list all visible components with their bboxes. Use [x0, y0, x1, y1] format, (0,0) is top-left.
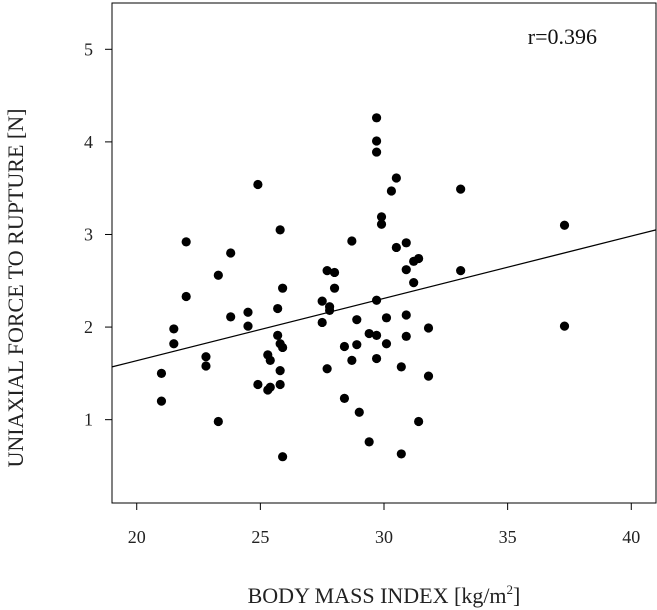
y-tick-label: 5 [84, 39, 93, 59]
data-point [396, 449, 406, 459]
data-point [409, 278, 419, 288]
data-point [386, 186, 397, 196]
data-point [391, 173, 401, 183]
data-point [275, 225, 285, 235]
data-point [243, 307, 253, 317]
axis-ticks: 20 25 30 35 40 1 2 3 4 5 [84, 39, 640, 547]
data-point [347, 355, 357, 366]
data-point [414, 416, 424, 427]
data-point [339, 341, 350, 352]
data-point [352, 340, 362, 350]
data-point [322, 364, 332, 374]
data-point [275, 379, 285, 390]
data-point [423, 323, 434, 333]
data-point [265, 355, 275, 366]
x-tick-label: 40 [622, 527, 640, 547]
data-point [371, 147, 382, 157]
data-point [376, 219, 387, 229]
data-point [273, 330, 283, 341]
data-point [456, 265, 466, 276]
data-point [169, 324, 179, 334]
data-point [339, 393, 350, 403]
data-point [253, 179, 263, 190]
data-point [213, 270, 223, 280]
y-tick-label: 2 [84, 317, 93, 337]
data-point [243, 321, 253, 331]
data-point [423, 371, 434, 381]
data-point [226, 248, 236, 258]
data-point [364, 328, 374, 339]
data-point [401, 265, 411, 275]
data-point [265, 382, 275, 392]
x-tick-label: 30 [375, 527, 393, 547]
data-point [376, 212, 387, 222]
data-point [278, 342, 288, 353]
data-point [352, 315, 362, 325]
data-point [347, 236, 357, 246]
x-tick-label: 25 [251, 527, 269, 547]
x-tick-label: 35 [499, 527, 517, 547]
data-point [317, 296, 327, 306]
data-point [381, 339, 392, 349]
data-point [156, 368, 167, 378]
data-point [201, 352, 211, 362]
data-point [329, 267, 340, 278]
data-point [559, 220, 570, 230]
data-point [371, 113, 382, 123]
data-point [181, 237, 191, 247]
data-point [213, 416, 223, 427]
data-point [273, 303, 283, 314]
data-point [354, 407, 364, 417]
data-point [169, 339, 179, 349]
data-point [156, 396, 167, 406]
data-point [401, 310, 411, 320]
data-point [364, 437, 374, 447]
plot-frame [111, 2, 657, 504]
y-axis-title: UNIAXIAL FORCE TO RUPTURE [N] [3, 109, 28, 468]
data-point [391, 242, 401, 253]
data-point [226, 312, 236, 322]
data-point [322, 265, 332, 276]
data-point [253, 379, 263, 390]
data-point [401, 331, 411, 341]
data-point [329, 283, 340, 293]
data-point [278, 283, 288, 293]
x-axis-title: BODY MASS INDEX [kg/m2] [248, 582, 521, 608]
data-point [317, 317, 327, 328]
data-point [414, 253, 424, 264]
x-axis-title-suffix: ] [513, 583, 520, 608]
data-point [381, 313, 392, 323]
y-tick-label: 1 [84, 410, 93, 430]
y-tick-label: 3 [84, 224, 93, 244]
data-point [456, 184, 466, 194]
y-tick-label: 4 [84, 132, 93, 152]
data-point [325, 305, 335, 316]
data-point [371, 353, 382, 364]
data-point [181, 291, 191, 302]
regression-line [111, 229, 657, 368]
correlation-annotation: r=0.396 [528, 24, 597, 49]
data-point [401, 238, 411, 248]
data-points [156, 113, 570, 462]
data-point [201, 361, 211, 371]
data-point [371, 136, 382, 146]
data-point [371, 330, 382, 341]
regression-line-group [111, 229, 657, 368]
data-point [278, 452, 288, 462]
data-point [275, 365, 285, 376]
x-axis-title-superscript: 2 [507, 582, 514, 597]
data-point [559, 321, 570, 331]
x-tick-label: 20 [128, 527, 146, 547]
data-point [396, 362, 406, 372]
